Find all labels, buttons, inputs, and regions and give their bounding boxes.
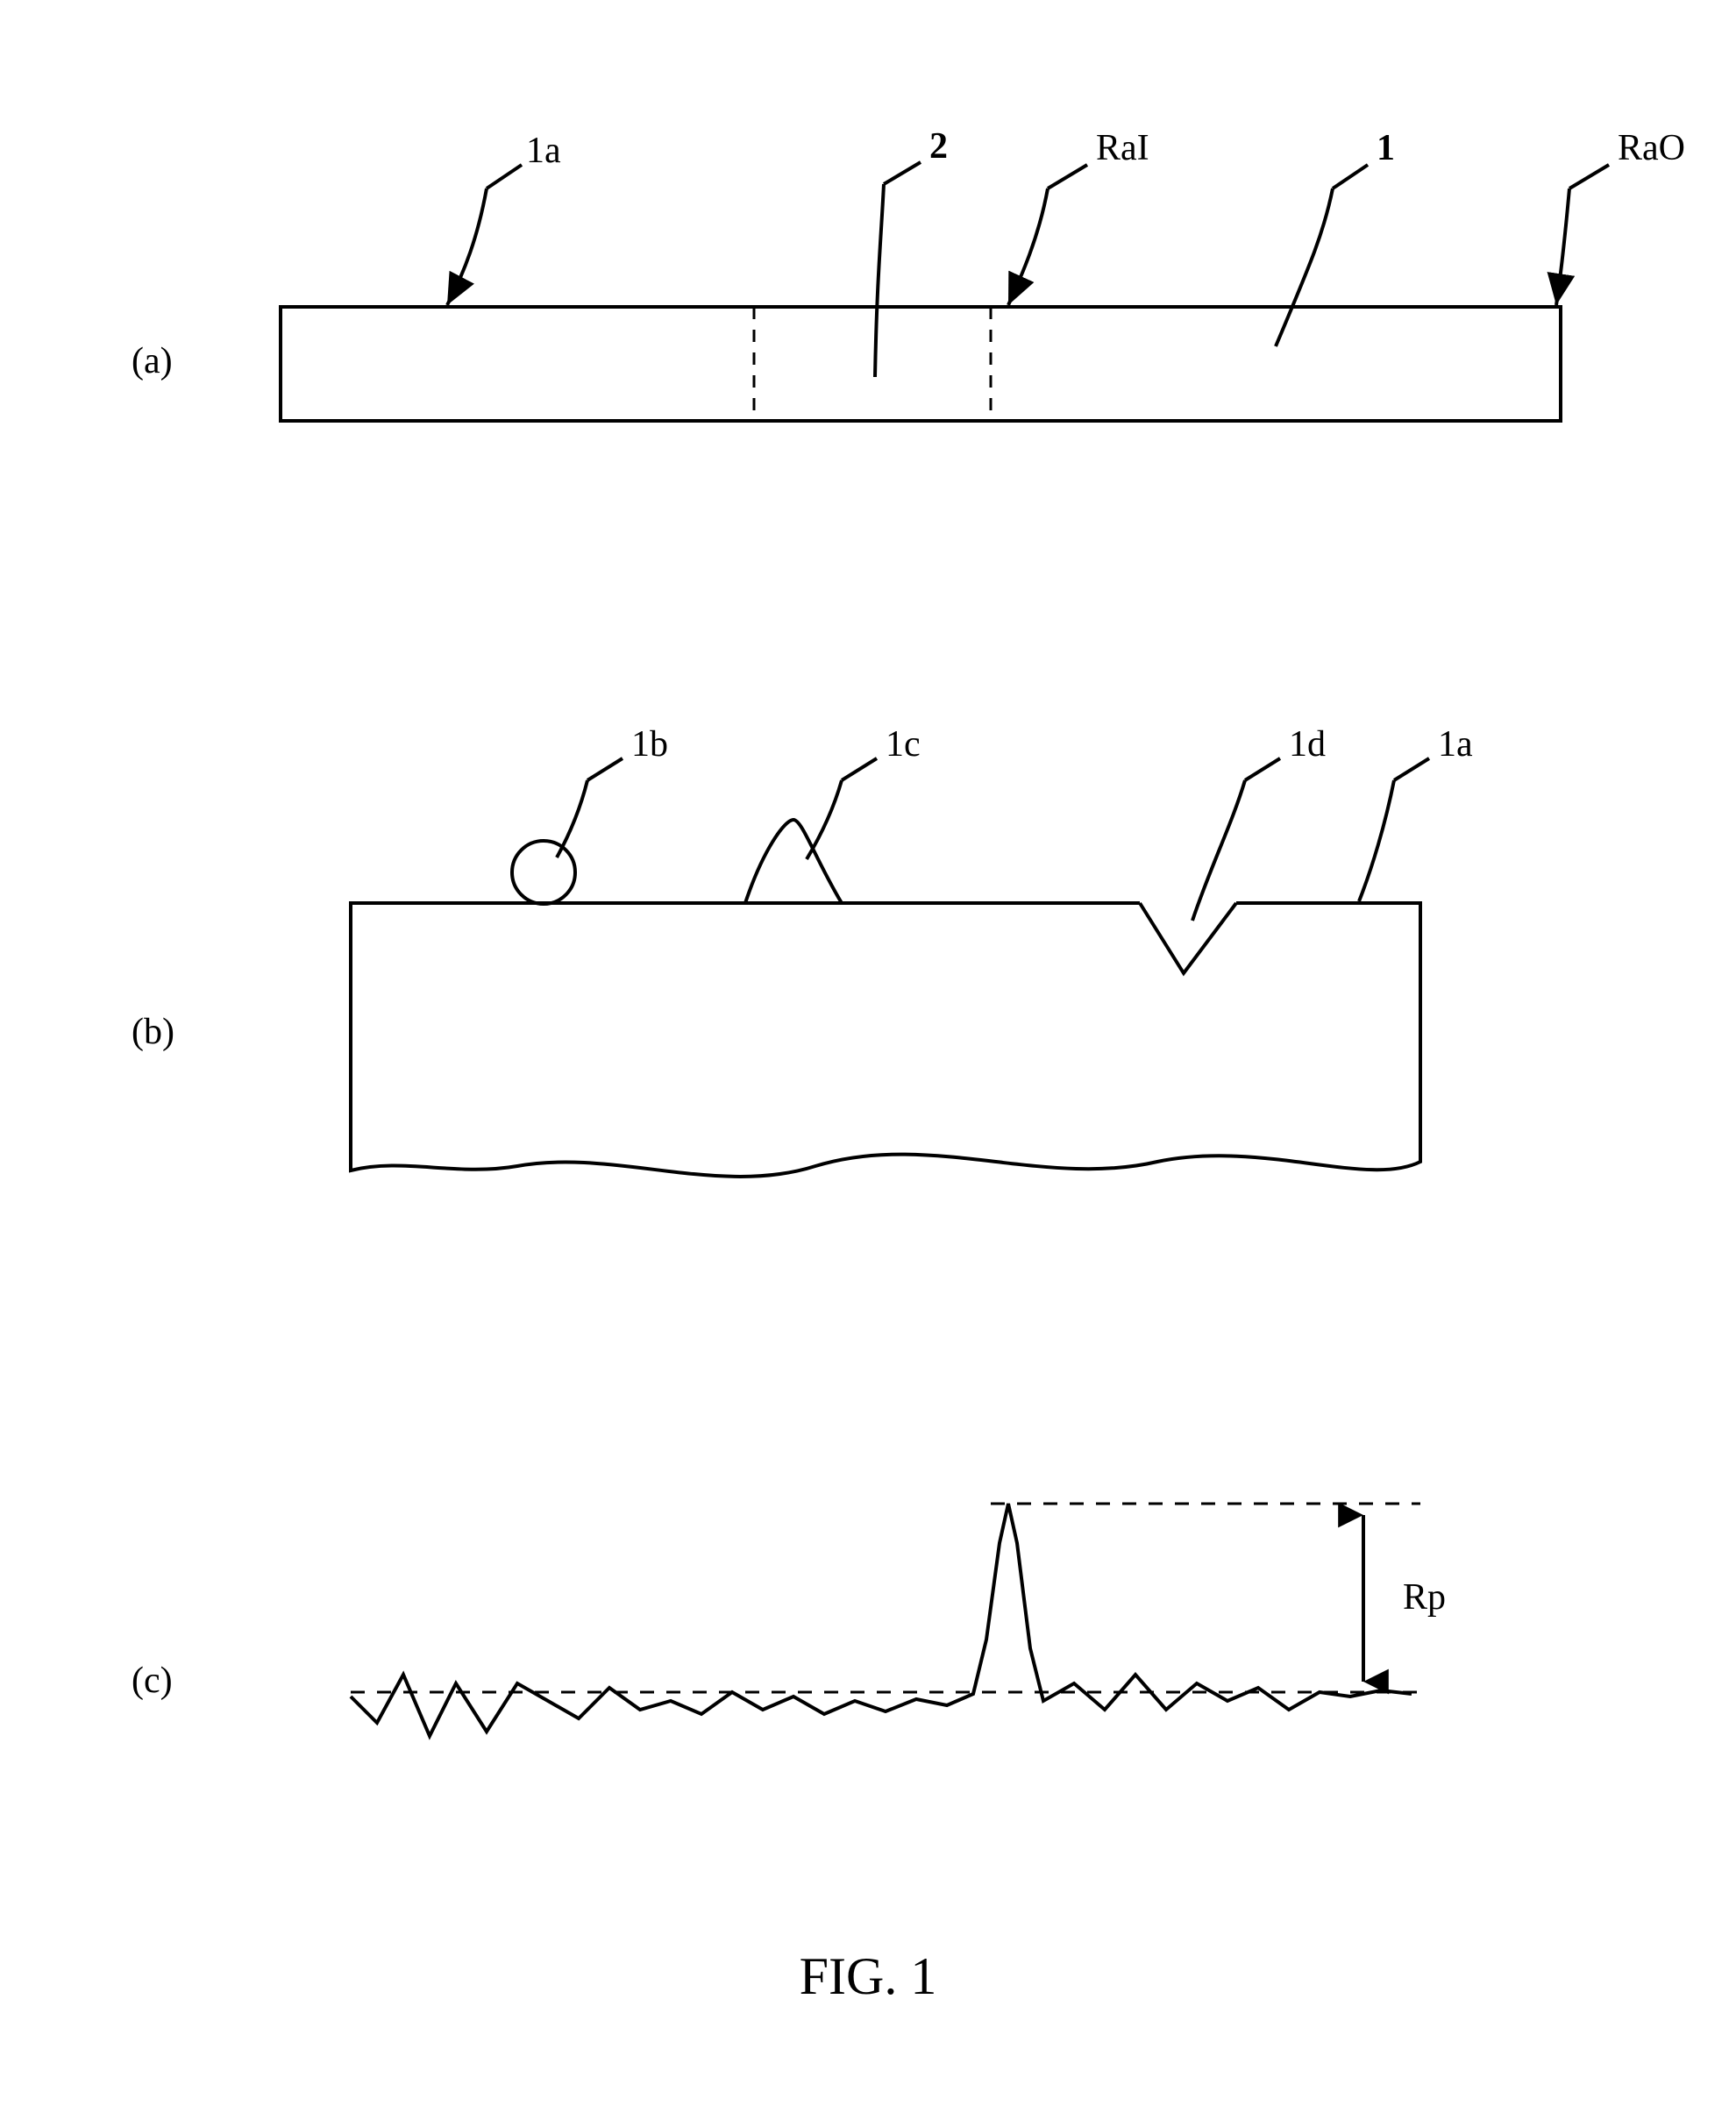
feature-1c-bump	[745, 820, 842, 903]
tick-rai	[1048, 165, 1087, 189]
tick-1c	[842, 758, 877, 780]
callout-rai: RaI	[1096, 128, 1149, 168]
leader-1c	[807, 780, 842, 859]
leader-2	[875, 184, 884, 377]
figure-page: 1a 2 RaI 1 RaO (a)	[0, 0, 1736, 2120]
feature-1b-particle	[512, 841, 575, 904]
callout-1d: 1d	[1289, 724, 1326, 765]
callout-2: 2	[929, 126, 948, 167]
leader-1b	[557, 780, 587, 857]
tick-1b	[587, 758, 623, 780]
panel-b-label: (b)	[132, 1012, 174, 1052]
slab-outline	[281, 307, 1561, 421]
leader-1a	[447, 189, 487, 305]
leader-1	[1276, 189, 1333, 346]
callout-rao: RaO	[1618, 128, 1685, 168]
feature-1d-pit	[1140, 903, 1236, 973]
block-outline	[351, 903, 1420, 1177]
leader-rao	[1556, 189, 1569, 305]
callout-1b: 1b	[631, 724, 668, 765]
tick-1a-b	[1394, 758, 1429, 780]
callout-rp: Rp	[1403, 1577, 1446, 1618]
tick-1a	[487, 165, 522, 189]
callout-1a: 1a	[526, 131, 561, 171]
panel-b: 1b 1c 1d 1a (b)	[0, 719, 1736, 1333]
callout-1a-panel-b: 1a	[1438, 724, 1473, 765]
panel-c: Rp (c)	[0, 1420, 1736, 1859]
panel-c-label: (c)	[132, 1661, 173, 1701]
tick-1	[1333, 165, 1368, 189]
tick-rao	[1569, 165, 1609, 189]
notch-mask	[1140, 900, 1236, 907]
tick-2	[884, 162, 921, 184]
callout-1: 1	[1377, 128, 1395, 168]
tick-1d	[1245, 758, 1280, 780]
panel-a: 1a 2 RaI 1 RaO (a)	[0, 105, 1736, 631]
panel-a-label: (a)	[132, 341, 173, 381]
roughness-profile	[351, 1504, 1412, 1736]
figure-caption: FIG. 1	[0, 1946, 1736, 2007]
callout-1c: 1c	[886, 724, 921, 765]
leader-1a-b	[1359, 780, 1394, 901]
leader-rai	[1008, 189, 1048, 305]
